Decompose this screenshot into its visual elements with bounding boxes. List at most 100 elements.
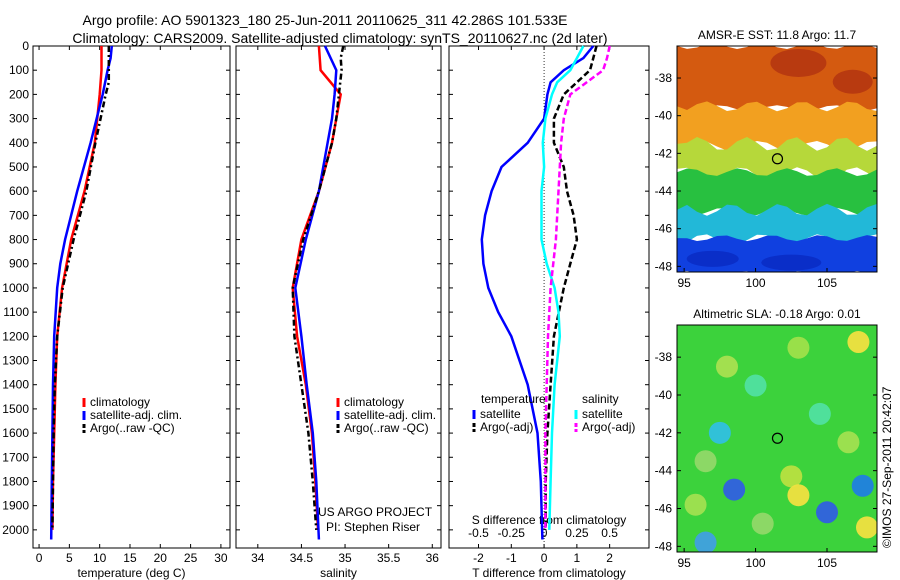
- sla_map-title: Altimetric SLA: -0.18 Argo: 0.01: [693, 307, 861, 321]
- diff-temp-legend-label: Argo(-adj): [480, 420, 533, 434]
- sla_map-xtick-label: 100: [746, 556, 766, 570]
- depth-tick-label: 900: [9, 257, 29, 271]
- salinity-xtick-label: 34: [251, 551, 265, 565]
- salinity-xlabel: salinity: [320, 566, 357, 580]
- sst_map-band: [677, 46, 877, 112]
- sla_map-blob: [751, 512, 774, 535]
- sla_map-ytick-label: -40: [655, 388, 673, 402]
- depth-tick-label: 600: [9, 184, 29, 198]
- sla_map-blob: [856, 516, 877, 539]
- sla_map-blob: [694, 531, 717, 552]
- temp-argo-line: [51, 46, 111, 530]
- sst_map-xtick-label: 100: [746, 276, 766, 290]
- sst_map-warm-patch: [770, 48, 827, 77]
- depth-tick-label: 0: [22, 39, 29, 53]
- sla_map-xtick-label: 105: [817, 556, 837, 570]
- temperature-xtick-label: 30: [214, 551, 228, 565]
- depth-tick-label: 700: [9, 208, 29, 222]
- sst_map-panel: -38 -40 -42 -44 -46 -48 95 100 105 AMSR-E SST: 11…: [655, 28, 878, 290]
- sla_map-xtick-label: 95: [677, 556, 691, 570]
- sla_map-ytick-label: -44: [655, 464, 673, 478]
- temp-satellite-line: [49, 45, 114, 540]
- project-line-2: PI: Stephen Riser: [326, 520, 420, 534]
- sal-satellite-line: [294, 45, 338, 540]
- temperature-axes-box: [32, 45, 231, 549]
- diff-legend-heading: temperature: [481, 392, 546, 406]
- project-line-1: US ARGO PROJECT: [318, 505, 433, 519]
- diff-sal-legend-label: Argo(-adj): [582, 420, 635, 434]
- sla_map-ytick-label: -42: [655, 426, 673, 440]
- sst_map-band: [677, 137, 877, 182]
- diff-sal-satellite-line: [540, 45, 585, 530]
- temperature-xtick-label: 10: [93, 551, 107, 565]
- sst_map-ytick-label: -48: [655, 259, 673, 273]
- argo-location-marker: [771, 432, 784, 444]
- difference-panel: -2 -1 0 1 2T difference from climatology -0.5…: [448, 45, 650, 580]
- sla_map-blob: [816, 501, 838, 524]
- diff-temp-legend-label: satellite: [480, 407, 521, 421]
- depth-tick-label: 300: [9, 112, 29, 126]
- depth-tick-label: 1000: [2, 281, 29, 295]
- salinity-xtick-label: 35: [338, 551, 352, 565]
- difference-axes-box: [448, 45, 650, 549]
- footer-credit: ©IMOS 27-Sep-2011 20:42:07: [880, 386, 894, 548]
- diff-legend-heading: salinity: [582, 392, 619, 406]
- sst_map-ytick-label: -42: [655, 146, 673, 160]
- temperature-xlabel: temperature (deg C): [77, 566, 185, 580]
- sst_map-image: [677, 46, 877, 272]
- sal-legend-label: satellite-adj. clim.: [344, 408, 436, 422]
- sla_map-blob: [787, 336, 810, 359]
- temperature-xtick-label: 15: [123, 551, 137, 565]
- sst_map-ytick-label: -40: [655, 109, 673, 123]
- salinity-xtick-label: 34.5: [290, 551, 314, 565]
- s-tick-label: -0.5: [468, 526, 489, 540]
- sla_map-blob: [851, 474, 874, 497]
- temperature-panel: 0 5 10 15 20 25 300100200300400500600700800900…: [2, 39, 231, 580]
- s-tick-label: -0.25: [498, 526, 526, 540]
- diff-temp-satellite-line: [480, 45, 595, 540]
- sla_map-blob: [837, 431, 860, 454]
- difference-xtick-label: 2: [606, 551, 613, 565]
- sal-argo-line: [291, 45, 345, 530]
- diff-sal-argo-line: [544, 45, 611, 530]
- sst_map-ytick-label: -38: [655, 71, 673, 85]
- depth-tick-label: 1400: [2, 378, 29, 392]
- temperature-xtick-label: 25: [184, 551, 198, 565]
- sst_map-xtick-label: 105: [817, 276, 837, 290]
- salinity-xtick-label: 35.5: [377, 551, 401, 565]
- sla_map-ytick-label: -48: [655, 539, 673, 553]
- sla_map-ytick-label: -38: [655, 350, 673, 364]
- depth-tick-label: 1300: [2, 354, 29, 368]
- sal-legend-label: Argo(..raw -QC): [344, 421, 429, 435]
- sla_map-panel: -38 -40 -42 -44 -46 -48 95 100 105 Altimetric SLA…: [655, 307, 878, 570]
- sst_map-warm-patch: [832, 69, 873, 94]
- sla_map-blob: [787, 484, 810, 507]
- sst_map-xtick-label: 95: [677, 276, 691, 290]
- temp-legend-label: climatology: [90, 395, 150, 409]
- depth-tick-label: 1800: [2, 474, 29, 488]
- sla_map-blob: [694, 450, 717, 473]
- depth-tick-label: 200: [9, 87, 29, 101]
- temperature-xtick-label: 20: [154, 551, 168, 565]
- difference-xtick-label: -2: [473, 551, 484, 565]
- sla_map-blob: [708, 421, 731, 444]
- sla_map-blob: [684, 493, 707, 516]
- sla_map-blob: [847, 331, 870, 354]
- depth-tick-label: 400: [9, 136, 29, 150]
- difference-xtick-label: 0: [541, 551, 548, 565]
- temperature-xtick-label: 0: [36, 551, 43, 565]
- depth-tick-label: 1100: [3, 305, 29, 319]
- difference-xlabel: T difference from climatology: [472, 566, 626, 580]
- sal-legend-label: climatology: [344, 395, 404, 409]
- depth-tick-label: 1900: [2, 499, 29, 513]
- sla_map-blob: [808, 402, 831, 425]
- temp-legend-label: Argo(..raw -QC): [90, 421, 175, 435]
- salinity-xtick-label: 36: [426, 551, 440, 565]
- diff-sal-legend-label: satellite: [582, 407, 623, 421]
- sst_map-ytick-label: -44: [655, 184, 673, 198]
- difference-xtick-label: -1: [506, 551, 517, 565]
- temperature-xtick-label: 5: [66, 551, 73, 565]
- depth-tick-label: 100: [9, 63, 29, 77]
- sla_map-frame: [676, 324, 878, 553]
